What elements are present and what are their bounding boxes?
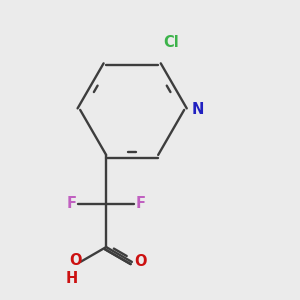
Text: O: O [135, 254, 147, 269]
Text: F: F [66, 196, 76, 211]
Text: F: F [136, 196, 146, 211]
Text: H: H [66, 271, 78, 286]
Text: Cl: Cl [163, 35, 179, 50]
Text: N: N [192, 102, 204, 117]
Text: O: O [69, 253, 81, 268]
